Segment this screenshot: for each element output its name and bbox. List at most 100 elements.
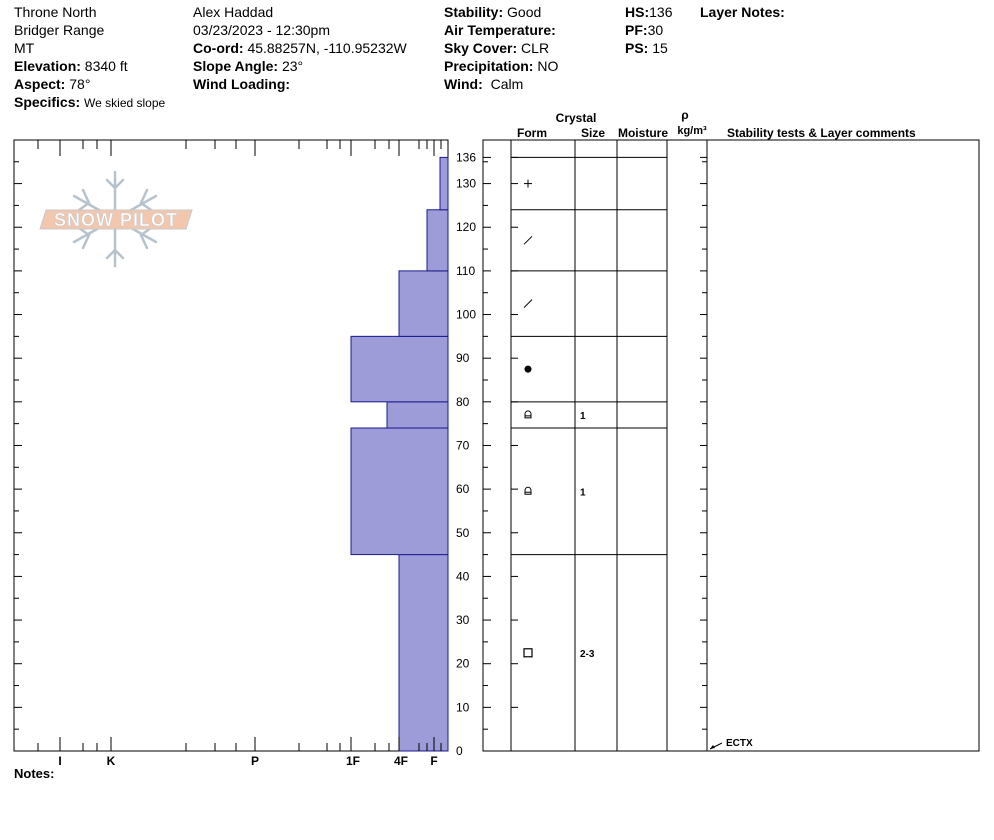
hardness-bar <box>386 401 449 429</box>
hardness-tick-label: I <box>58 754 61 768</box>
hardness-bar <box>398 554 449 752</box>
hardness-bar <box>439 156 449 211</box>
hardness-bar <box>350 427 449 556</box>
precip-label: Precipitation: <box>444 58 534 74</box>
hardness-bar <box>426 209 449 272</box>
height-tick-label: 60 <box>456 482 470 496</box>
grain-size-label: 1 <box>580 487 586 498</box>
logo-banner <box>39 209 193 230</box>
layer-notes-label: Layer Notes: <box>700 4 785 20</box>
rounded-grain-icon <box>524 365 532 373</box>
test-pointer-arrow-icon <box>710 745 715 749</box>
height-tick-label: 20 <box>456 657 470 671</box>
wind-label: Wind: <box>444 76 483 92</box>
ps-row: PS: 15 <box>625 40 668 56</box>
faceted-rounded-icon <box>524 410 532 419</box>
sky-row: Sky Cover: CLR <box>444 40 549 56</box>
hardness-tick-label: 1F <box>346 754 360 768</box>
height-tick-label: 30 <box>456 613 470 627</box>
grain-form-icon <box>524 410 532 419</box>
range-name: Bridger Range <box>14 22 105 38</box>
air-temp-label: Air Temperature: <box>444 22 556 38</box>
specifics-value: We skied slope <box>84 96 166 110</box>
height-tick-label: 0 <box>456 744 463 758</box>
hardness-bar <box>398 270 449 337</box>
stability-test-label: ECTX <box>726 738 753 749</box>
location-name: Throne North <box>14 4 97 20</box>
height-tick-label: 40 <box>456 569 470 583</box>
aspect-label: Aspect: <box>14 76 66 92</box>
stability-row: Stability: Good <box>444 4 541 20</box>
hs-label: HS: <box>625 4 650 20</box>
layer-symbols: 2-3 1 1 ECTX <box>523 179 753 750</box>
hardness-tick-label: P <box>251 754 259 768</box>
hs-row: HS:136 <box>625 4 672 20</box>
snowpilot-logo: SNOW PILOT <box>39 170 193 268</box>
grain-form-icon <box>523 235 533 245</box>
slope-row: Slope Angle: 23° <box>193 58 303 74</box>
specifics-row: Specifics: We skied slope <box>14 94 165 110</box>
height-tick-label: 10 <box>456 700 470 714</box>
height-tick-label: 80 <box>456 395 470 409</box>
wind-loading-label: Wind Loading: <box>193 76 291 92</box>
elevation-row: Elevation: 8340 ft <box>14 58 128 74</box>
moisture-header: Moisture <box>618 126 668 140</box>
pf-label: PF: <box>625 22 648 38</box>
notes-label: Notes: <box>14 766 54 781</box>
height-tick-label: 100 <box>456 308 476 322</box>
aspect-value: 78° <box>69 76 91 92</box>
height-tick-label: 70 <box>456 438 470 452</box>
height-tick-label: 130 <box>456 177 476 191</box>
form-header: Form <box>517 126 547 140</box>
aspect-row: Aspect: 78° <box>14 76 90 92</box>
grain-form-icon <box>524 365 532 373</box>
slope-value: 23° <box>281 58 304 74</box>
specifics-label: Specifics: <box>14 94 81 110</box>
hardness-tick-label: K <box>107 754 116 768</box>
hardness-bar <box>350 335 449 403</box>
pf-value: 30 <box>647 22 664 38</box>
stability-comments-header: Stability tests & Layer comments <box>727 126 916 140</box>
slope-label: Slope Angle: <box>193 58 279 74</box>
wind-row: Wind: Calm <box>444 76 523 92</box>
decomposing-grain-icon <box>523 235 533 245</box>
grain-size-label: 2-3 <box>580 649 595 660</box>
sky-value: CLR <box>521 40 550 56</box>
density-header: kg/m³ <box>677 125 707 137</box>
grain-form-icon <box>524 486 532 495</box>
elevation-label: Elevation: <box>14 58 81 74</box>
grain-form-icon <box>523 648 533 658</box>
ps-value: 15 <box>652 40 668 56</box>
square-grain-icon <box>523 648 533 658</box>
hardness-ticks: I K P 1F 4F F <box>14 140 442 768</box>
ps-label: PS: <box>625 40 649 56</box>
height-tick-label: 110 <box>456 264 475 278</box>
hardness-bars <box>350 156 449 752</box>
height-tick-label: 50 <box>456 526 470 540</box>
crystal-header: Crystal <box>556 111 597 125</box>
height-tick-label: 120 <box>456 220 476 234</box>
hardness-tick-label: F <box>430 754 437 768</box>
height-tick-label: 136 <box>456 150 476 164</box>
precip-value: NO <box>537 58 559 74</box>
observation-datetime: 03/23/2023 - 12:30pm <box>193 22 330 38</box>
layer-table-grid <box>510 140 708 751</box>
grain-form-icon <box>524 179 532 188</box>
stability-label: Stability: <box>444 4 504 20</box>
hs-value: 136 <box>649 4 673 20</box>
coord-row: Co-ord: 45.88257N, -110.95232W <box>193 40 407 56</box>
height-tick-label: 90 <box>456 351 470 365</box>
coord-value: 45.88257N, -110.95232W <box>247 40 407 56</box>
faceted-rounded-icon <box>524 486 532 495</box>
hardness-tick-label: 4F <box>394 754 408 768</box>
wind-loading-row: Wind Loading: <box>193 76 290 92</box>
state-name: MT <box>14 40 35 56</box>
precip-row: Precipitation: NO <box>444 58 558 74</box>
pf-row: PF:30 <box>625 22 663 38</box>
logo-text: SNOW PILOT <box>54 210 178 230</box>
grain-form-icon <box>523 299 533 308</box>
coord-label: Co-ord: <box>193 40 244 56</box>
grain-size-label: 1 <box>580 411 586 422</box>
observer-name: Alex Haddad <box>193 4 274 20</box>
